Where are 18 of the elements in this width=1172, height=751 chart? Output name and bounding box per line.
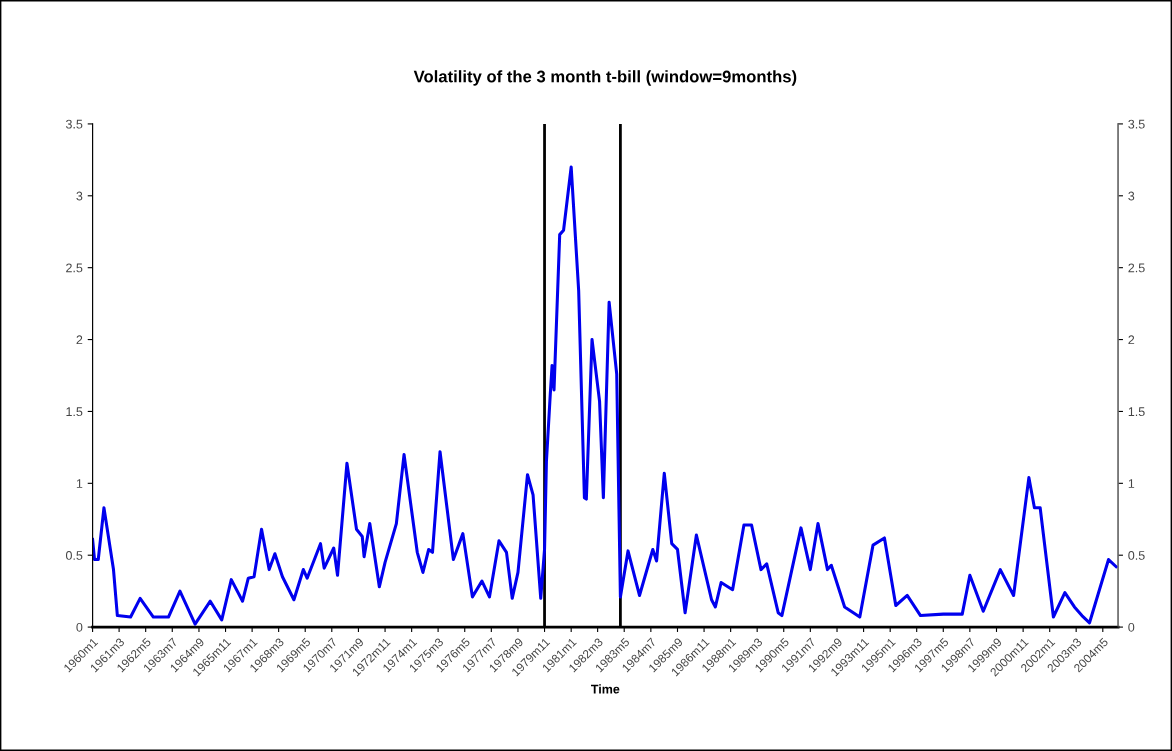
y-tick-label: 0.5 <box>65 551 83 560</box>
y2-tick-label: 3 <box>1128 191 1135 201</box>
chart-title: Volatility of the 3 month t-bill (window=9months) <box>413 70 797 86</box>
y2-tick-label: 3.5 <box>1128 119 1145 129</box>
y-tick-label: 3 <box>76 191 83 201</box>
y2-tick-label: 0.5 <box>1128 551 1145 560</box>
y-tick-label: 3.5 <box>65 119 83 129</box>
y2-tick-label: 2.5 <box>1128 263 1145 273</box>
y2-tick-label: 2 <box>1128 335 1135 345</box>
y-tick-label: 1 <box>76 479 83 488</box>
x-axis-title: Time <box>591 684 620 694</box>
y-tick-label: 1.5 <box>66 407 83 417</box>
y2-tick-label: 0 <box>1128 622 1135 632</box>
y-tick-label: 0 <box>76 622 83 632</box>
y-tick-label: 2 <box>76 335 83 345</box>
y2-tick-label: 1.5 <box>1128 407 1145 417</box>
y-tick-label: 2.5 <box>66 263 83 273</box>
y2-tick-label: 1 <box>1128 479 1135 488</box>
